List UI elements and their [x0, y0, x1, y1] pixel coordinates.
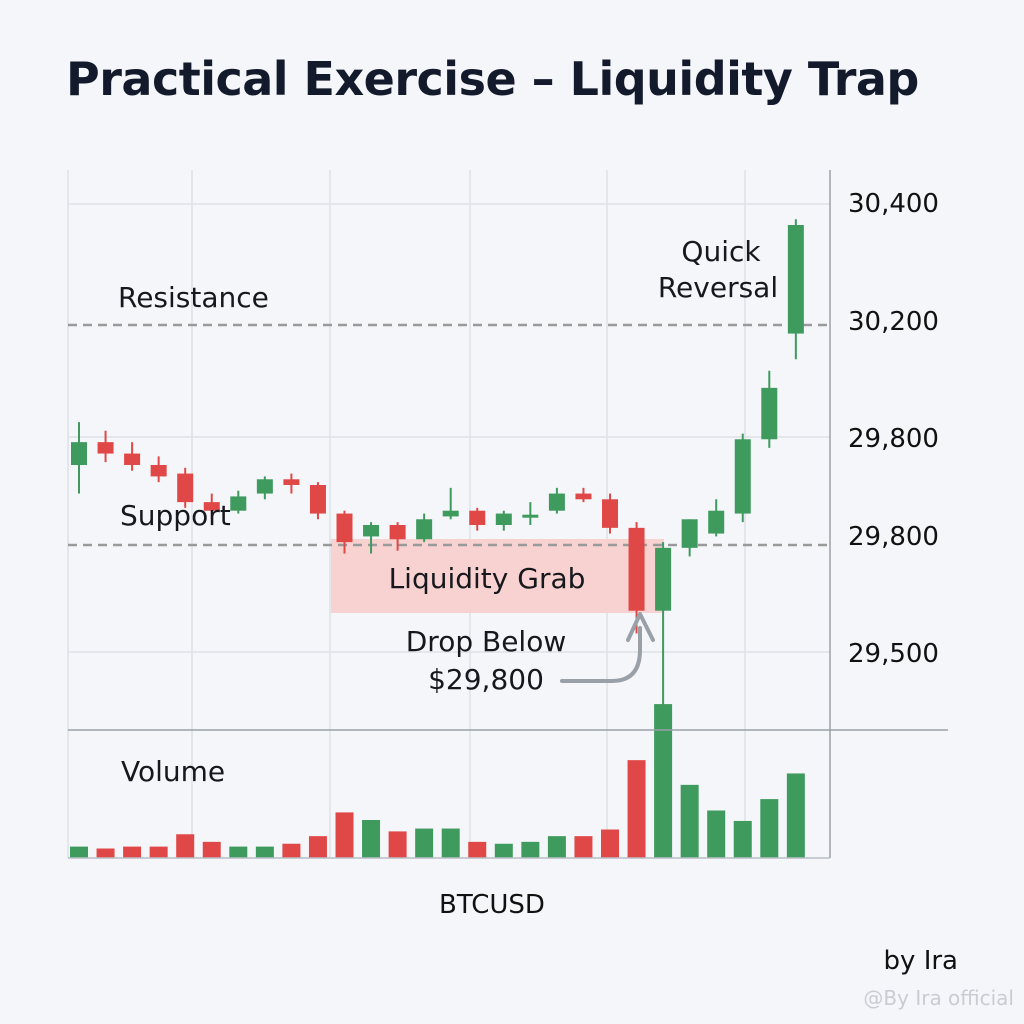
y-tick-labels: 30,400 30,200 29,800 29,800 29,500	[848, 189, 939, 669]
volume-bar	[441, 828, 460, 858]
volume-bar	[733, 820, 752, 858]
symbol-label: BTCUSD	[439, 890, 545, 920]
candle-body	[655, 547, 672, 611]
candle-body	[363, 524, 380, 537]
volume-bar	[70, 846, 88, 858]
y-tick-label: 30,400	[848, 189, 939, 219]
volume-bar	[123, 846, 142, 858]
volume-bar	[96, 848, 115, 858]
candles	[71, 219, 804, 708]
volume-bars	[70, 704, 805, 858]
volume-bar	[255, 846, 274, 858]
candle-body	[389, 524, 406, 540]
volume-bar	[362, 820, 381, 858]
candle-body	[681, 519, 698, 548]
arrow-head-icon	[626, 612, 655, 642]
chart-title: Practical Exercise – Liquidity Trap	[66, 52, 919, 106]
candle-body	[256, 479, 273, 494]
liquidity-grab-label: Liquidity Grab	[389, 562, 586, 595]
liquidity-grab-zone	[331, 539, 664, 613]
watermark: @By Ira official	[863, 986, 1014, 1010]
candle-body	[787, 225, 804, 334]
volume-bar	[415, 828, 434, 858]
drop-arrow-icon	[560, 626, 642, 683]
volume-bar	[707, 810, 726, 858]
volume-bar	[547, 836, 566, 858]
candle-body	[548, 493, 565, 511]
candle-body	[708, 510, 725, 534]
support-label: Support	[120, 499, 231, 532]
grid-lines	[67, 170, 830, 858]
volume-bar	[627, 760, 646, 858]
y-tick-label: 29,800	[848, 424, 939, 454]
candle-body	[124, 453, 141, 465]
volume-bar	[202, 841, 221, 858]
volume-bar	[786, 773, 805, 858]
candle-body	[628, 527, 645, 611]
candle-body	[150, 464, 167, 477]
author-label: by Ira	[883, 946, 958, 976]
candle-body	[522, 514, 539, 518]
candle-body	[602, 499, 618, 528]
level-lines	[68, 323, 830, 547]
candle-body	[309, 484, 326, 514]
candle-body	[97, 442, 114, 454]
volume-bar	[468, 841, 487, 858]
quick-label: Quick	[681, 235, 761, 268]
candle-body	[230, 496, 247, 511]
candle-body	[734, 439, 751, 514]
volume-bar	[335, 812, 354, 858]
volume-bar	[574, 836, 593, 858]
candle-body	[575, 493, 592, 500]
volume-bar	[176, 834, 195, 858]
candle-body	[495, 513, 512, 525]
volume-bar	[282, 843, 301, 858]
resistance-label: Resistance	[118, 281, 269, 314]
volume-bar	[229, 846, 248, 858]
candle-body	[442, 510, 459, 517]
y-tick-label: 29,800	[848, 522, 939, 552]
candle-body	[416, 519, 433, 540]
candle-body	[336, 513, 353, 543]
candle-body	[761, 387, 778, 440]
volume-bar	[521, 841, 540, 858]
volume-bar	[760, 799, 779, 858]
volume-bar	[388, 831, 407, 858]
volume-label: Volume	[121, 755, 225, 788]
y-tick-label: 30,200	[848, 307, 939, 337]
volume-bar	[308, 836, 327, 858]
volume-bar	[654, 704, 673, 858]
candle-body	[283, 479, 300, 485]
drop-below-label: Drop Below	[406, 625, 567, 658]
candle-body	[203, 502, 220, 511]
candle-body	[177, 473, 194, 503]
volume-bar	[494, 843, 513, 858]
volume-bar	[680, 784, 699, 858]
volume-bar	[601, 829, 619, 858]
y-tick-label: 29,500	[848, 639, 939, 669]
candle-body	[469, 510, 486, 525]
volume-bar	[149, 846, 168, 858]
candle-body	[71, 442, 87, 465]
drop-level-label: $29,800	[428, 663, 544, 696]
axes	[68, 170, 948, 859]
reversal-label: Reversal	[658, 271, 778, 304]
